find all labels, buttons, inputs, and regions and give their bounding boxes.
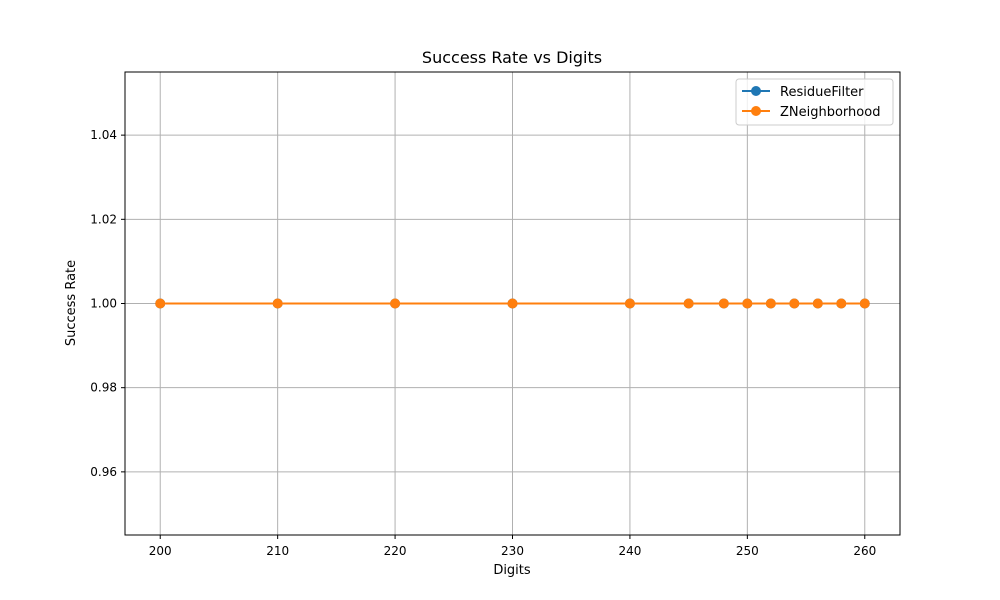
y-tick-label: 1.04 bbox=[90, 128, 117, 142]
legend-label: ZNeighborhood bbox=[780, 105, 880, 120]
data-point bbox=[507, 298, 518, 309]
legend-marker bbox=[751, 106, 761, 116]
x-tick-label: 210 bbox=[266, 544, 289, 558]
data-point bbox=[155, 298, 166, 309]
legend-item: ResidueFilter bbox=[742, 85, 864, 100]
data-point bbox=[272, 298, 283, 309]
data-point bbox=[624, 298, 635, 309]
data-point bbox=[683, 298, 694, 309]
data-point bbox=[718, 298, 729, 309]
x-tick-label: 240 bbox=[618, 544, 641, 558]
x-axis-label: Digits bbox=[493, 563, 531, 578]
data-point bbox=[742, 298, 753, 309]
x-tick-label: 200 bbox=[149, 544, 172, 558]
y-tick-label: 1.02 bbox=[90, 212, 117, 226]
x-tick-label: 230 bbox=[501, 544, 524, 558]
data-point bbox=[390, 298, 401, 309]
y-axis-label: Success Rate bbox=[64, 260, 79, 346]
series-layer bbox=[155, 298, 870, 309]
data-point bbox=[836, 298, 847, 309]
y-axis-ticks: 0.96 0.98 1.00 1.02 1.04 bbox=[90, 128, 125, 479]
legend-box bbox=[735, 78, 894, 126]
legend-marker bbox=[751, 86, 761, 96]
x-tick-label: 220 bbox=[384, 544, 407, 558]
x-tick-label: 250 bbox=[736, 544, 759, 558]
data-point bbox=[765, 298, 776, 309]
data-point bbox=[812, 298, 823, 309]
x-axis-ticks: 200 210 220 230 240 250 260 bbox=[149, 535, 876, 558]
data-point bbox=[859, 298, 870, 309]
legend: ResidueFilter ZNeighborhood bbox=[735, 78, 894, 126]
chart-title: Success Rate vs Digits bbox=[422, 48, 602, 67]
legend-label: ResidueFilter bbox=[780, 85, 864, 100]
series-zneighborhood bbox=[155, 298, 870, 309]
data-point bbox=[789, 298, 800, 309]
y-tick-label: 1.00 bbox=[90, 297, 117, 311]
y-tick-label: 0.98 bbox=[90, 381, 117, 395]
legend-item: ZNeighborhood bbox=[742, 105, 880, 120]
y-tick-label: 0.96 bbox=[90, 465, 117, 479]
x-tick-label: 260 bbox=[853, 544, 876, 558]
